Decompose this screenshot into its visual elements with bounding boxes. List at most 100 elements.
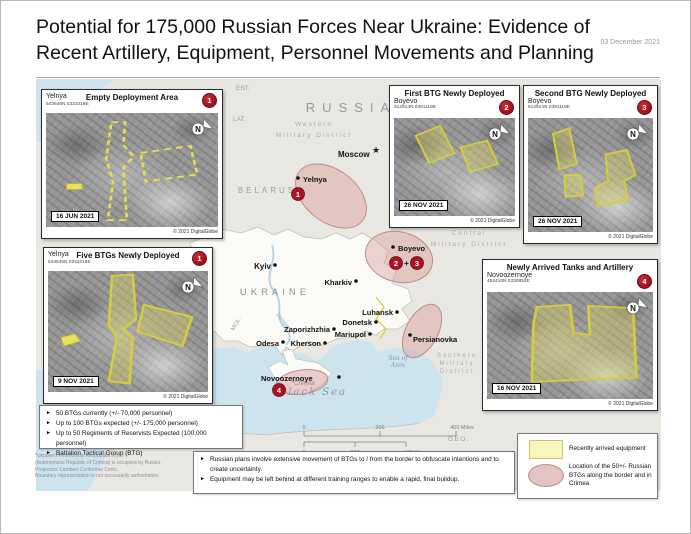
symbols-legend-box: Recently arrived equipment Location of t… xyxy=(517,433,658,499)
city-dot-zaporizhzhia xyxy=(332,327,336,331)
bullet-icon: ► xyxy=(200,475,205,482)
image-credit: © 2021 DigitalGlobe xyxy=(608,234,653,240)
city-dot-kharkiv xyxy=(354,279,358,283)
label-central-md-2: Military District xyxy=(431,241,507,248)
equipment-label: Recently arrived equipment xyxy=(569,445,646,453)
city-label-luhansk: Luhansk xyxy=(362,308,394,317)
label-estonia: EST. xyxy=(236,85,250,92)
city-dot-odesa xyxy=(281,340,285,344)
label-black-sea: Black Sea xyxy=(278,387,347,398)
footnote-line: (Autonomous Republic of Crimea) is occup… xyxy=(35,459,162,466)
equipment-swatch xyxy=(529,440,563,459)
inset-coords: 512914N 0391119E xyxy=(528,105,570,110)
city-dot-mariupol xyxy=(368,332,372,336)
legend-row-btg-location: Location of the 50+/- Russian BTGs along… xyxy=(523,463,652,489)
city-label-yelnya: Yelnya xyxy=(303,175,328,184)
city-label-kyiv: Kyiv xyxy=(254,262,271,271)
label-azov-2: Azov xyxy=(390,362,406,369)
image-date: 9 NOV 2021 xyxy=(53,376,99,387)
map-marker-3: 3 xyxy=(410,256,424,270)
city-label-zaporizhzhia: Zaporizhzhia xyxy=(284,325,331,334)
footnote-line: Boundary representation is not necessari… xyxy=(35,473,160,480)
satellite-image: N 16 JUN 2021 xyxy=(46,113,218,227)
map-marker-2: 2 xyxy=(389,256,403,270)
scale-bar xyxy=(303,431,457,447)
label-central-md-1: Central xyxy=(452,230,487,237)
north-arrow-icon: N xyxy=(626,121,650,143)
legend-item: ► 50 BTGs currently (+/- 70,000 personnel… xyxy=(46,410,173,417)
inset-second-btg: Second BTG Newly Deployed Boyevo 512914N… xyxy=(523,85,658,244)
map-marker-4: 4 xyxy=(272,383,286,397)
label-southern-md-2: Military xyxy=(440,361,475,367)
publication-date: 03 December 2021 xyxy=(600,39,660,46)
svg-text:4: 4 xyxy=(277,386,282,395)
inset-five-btgs: Yelnya 543646N 0331019E Five BTGs Newly … xyxy=(43,247,213,404)
label-russia: RUSSIA xyxy=(306,100,396,115)
city-label-novoozernoye: Novoozernoye xyxy=(261,374,313,383)
inset-marker-badge: 2 xyxy=(499,100,514,115)
inset-marker-badge: 3 xyxy=(637,100,652,115)
analysis-item: ► Russian plans involve extensive movemen… xyxy=(200,456,499,473)
city-dot-kyiv xyxy=(273,263,277,267)
map-footnotes: *Ukraine's Avtonomna Respublika Krym (Au… xyxy=(35,453,193,480)
legend-item: ► Battalion Tactical Group (BTG) xyxy=(46,449,143,457)
footnote-line: *Ukraine's Avtonomna Respublika Krym xyxy=(35,453,124,459)
north-arrow-icon: N xyxy=(488,121,512,143)
inset-title: Empty Deployment Area xyxy=(85,93,179,102)
city-label-mariupol: Mariupol xyxy=(335,330,366,339)
label-azov-1: Sea of xyxy=(389,355,410,362)
image-credit: © 2021 DigitalGlobe xyxy=(173,229,218,235)
svg-text:1: 1 xyxy=(296,190,300,199)
inset-place: Yelnya xyxy=(46,93,67,100)
inset-title: Second BTG Newly Deployed xyxy=(534,89,647,98)
bullet-icon: ► xyxy=(46,419,51,426)
dnieper-river xyxy=(268,244,291,346)
inset-place: Boyevo xyxy=(528,98,552,105)
btg-location-label: Location of the 50+/- Russian BTGs along… xyxy=(569,463,652,487)
svg-text:N: N xyxy=(185,283,191,292)
city-label-donetsk: Donetsk xyxy=(342,318,372,327)
plus-sign: + xyxy=(404,259,409,268)
city-label-moscow: Moscow xyxy=(338,150,370,159)
label-western-md-1: Western xyxy=(295,121,333,128)
contact-line xyxy=(375,296,387,340)
north-arrow-icon: N xyxy=(191,116,215,138)
legend-row-equipment: Recently arrived equipment xyxy=(523,440,652,459)
map-marker-1: 1 xyxy=(291,187,305,201)
city-label-odesa: Odesa xyxy=(256,339,280,348)
inset-first-btg: First BTG Newly Deployed Boyevo 512914N … xyxy=(389,85,520,228)
city-dot-persianovka xyxy=(408,333,412,337)
btg-ellipse-persianovka xyxy=(401,303,443,359)
image-date: 26 NOV 2021 xyxy=(533,216,583,227)
label-southern-md-1: Southern xyxy=(437,353,477,359)
inset-title: Five BTGs Newly Deployed xyxy=(76,251,180,260)
svg-text:N: N xyxy=(630,304,636,313)
inset-title: Newly Arrived Tanks and Artillery xyxy=(506,263,634,272)
inset-marker-badge: 1 xyxy=(192,251,207,266)
inset-title: First BTG Newly Deployed xyxy=(404,89,505,98)
legend-item: ► Up to 50 Regiments of Reservists Expect… xyxy=(46,429,207,447)
image-credit: © 2021 DigitalGlobe xyxy=(163,394,208,400)
inset-coords: 512914N 0391119E xyxy=(394,105,436,110)
inset-coords: 452410N 0330852E xyxy=(487,279,530,284)
bullet-icon: ► xyxy=(200,456,205,462)
svg-text:N: N xyxy=(492,130,498,139)
satellite-image: N 16 NOV 2021 xyxy=(487,292,653,399)
inset-empty-deployment-area: Yelnya 543646N 0331019E Empty Deployment… xyxy=(41,89,223,239)
bullet-icon: ► xyxy=(46,449,51,456)
btg-legend-box: ► 50 BTGs currently (+/- 70,000 personnel… xyxy=(39,405,243,457)
bullet-icon: ► xyxy=(46,410,51,416)
btg-location-swatch xyxy=(528,464,564,488)
footnote-line: Projection: Lambert Conformal Conic. xyxy=(35,466,119,473)
header-divider xyxy=(36,77,660,78)
image-date: 16 JUN 2021 xyxy=(51,211,100,222)
annotation-overlay xyxy=(60,273,194,385)
image-date: 26 NOV 2021 xyxy=(399,200,449,211)
inset-marker-badge: 4 xyxy=(637,274,652,289)
scale-mi-400: 400 Miles xyxy=(450,425,474,431)
city-label-kharkiv: Kharkiv xyxy=(324,278,352,287)
inset-place: Boyevo xyxy=(394,98,418,105)
label-crimea: *Crimea xyxy=(291,380,315,387)
city-dot-donetsk xyxy=(374,320,378,324)
